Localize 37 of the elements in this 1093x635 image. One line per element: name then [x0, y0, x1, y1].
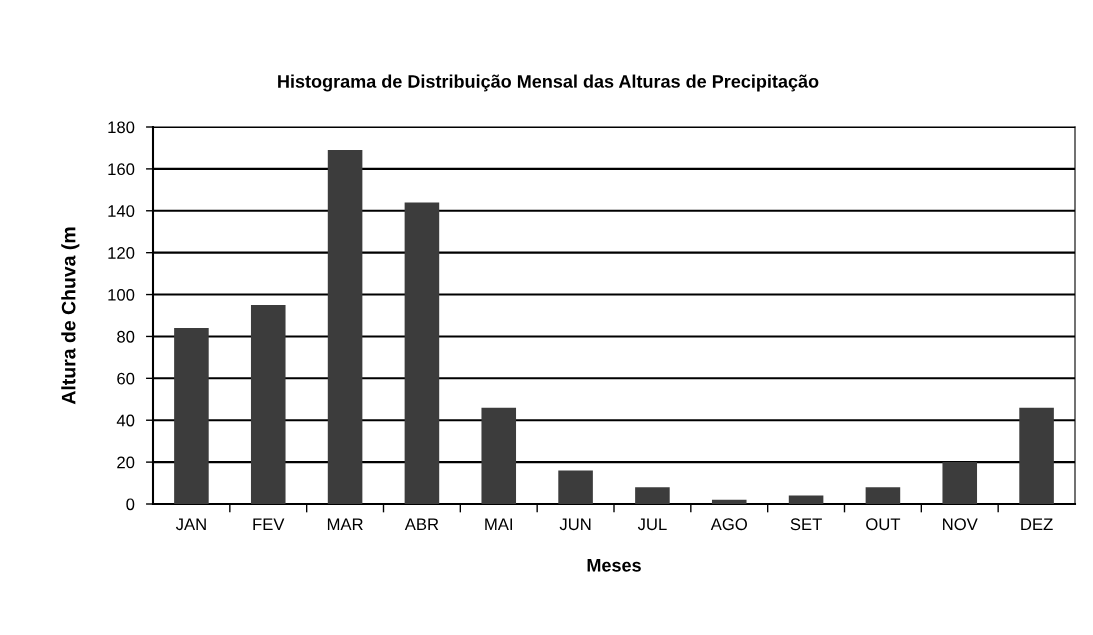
bar — [250, 305, 286, 504]
x-tick-label: JUL — [637, 518, 667, 531]
x-tick-label: NOV — [943, 518, 978, 531]
y-tick-label: 80 — [117, 330, 135, 343]
bar — [558, 470, 593, 504]
y-tick-label: 180 — [108, 121, 135, 134]
y-tick-label: 0 — [126, 498, 135, 511]
bar — [404, 202, 440, 504]
x-tick-label: JUN — [559, 518, 591, 531]
y-tick-label: 60 — [117, 372, 135, 385]
chart-title: Histograma de Distribuição Mensal das Alturas de Precipitação — [278, 74, 819, 92]
bar — [327, 150, 363, 504]
x-tick-label: DEZ — [1021, 518, 1053, 530]
bar — [942, 462, 978, 504]
x-tick-label: OUT — [866, 518, 901, 531]
bar — [788, 495, 824, 504]
y-tick-label: 160 — [108, 163, 135, 176]
y-axis-title: Altura de Chuva (m — [61, 227, 80, 405]
bar — [481, 407, 517, 504]
x-axis-title: Meses — [587, 559, 641, 572]
y-tick-label: 140 — [108, 205, 135, 217]
x-tick-label: AGO — [710, 518, 747, 531]
bar — [174, 328, 209, 504]
y-tick-label: 40 — [116, 414, 135, 427]
y-tick-label: 20 — [117, 456, 135, 469]
y-tick-label: 100 — [108, 288, 135, 301]
x-tick-label: MAI — [485, 518, 513, 530]
bar — [711, 499, 747, 504]
x-tick-label: FEV — [253, 518, 285, 530]
x-tick-label: ABR — [404, 518, 439, 530]
y-tick-label: 120 — [108, 247, 135, 259]
bar — [635, 487, 670, 504]
x-tick-label: MAR — [327, 518, 363, 530]
bar — [865, 487, 901, 504]
x-tick-label: JAN — [175, 518, 206, 531]
bar — [1019, 407, 1054, 504]
x-tick-label: SET — [790, 518, 822, 531]
